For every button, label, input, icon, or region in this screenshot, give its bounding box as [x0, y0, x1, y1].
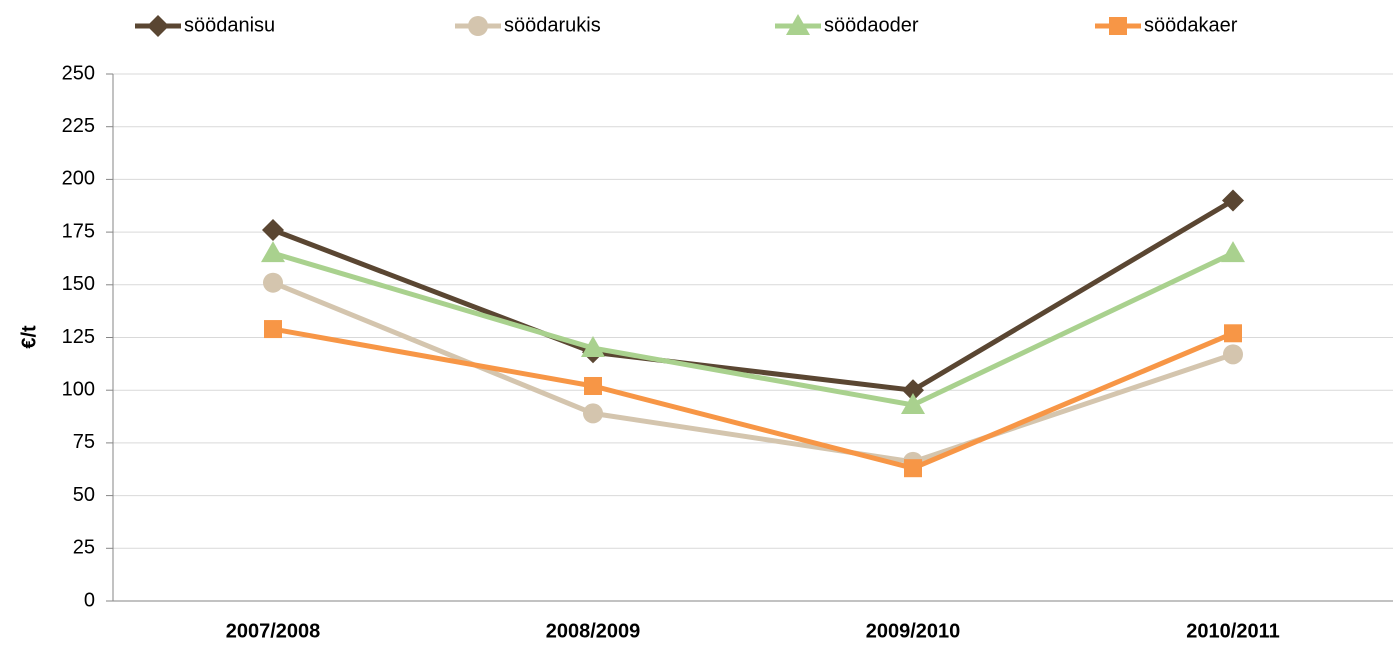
marker	[263, 272, 283, 293]
y-tick-label: 50	[73, 484, 95, 506]
x-tick-label: 2008/2009	[546, 620, 641, 642]
marker	[261, 241, 285, 263]
legend-label: söödaoder	[824, 14, 919, 36]
y-tick-label: 25	[73, 537, 95, 559]
marker	[147, 15, 169, 37]
y-tick-label: 175	[62, 220, 95, 242]
marker	[581, 336, 605, 358]
series-line	[272, 198, 1235, 393]
y-tick-label: 0	[84, 589, 95, 611]
marker	[904, 459, 922, 478]
marker	[264, 320, 282, 339]
y-tick-label: 75	[73, 431, 95, 453]
y-tick-label: 125	[62, 326, 95, 348]
marker	[786, 14, 810, 35]
marker	[583, 403, 603, 424]
legend-label: söödanisu	[184, 14, 275, 36]
x-tick-label: 2009/2010	[866, 620, 961, 642]
marker	[584, 376, 602, 395]
y-tick-label: 225	[62, 115, 95, 137]
legend-label: söödakaer	[1144, 14, 1238, 36]
series-line	[272, 280, 1234, 465]
marker	[1109, 17, 1127, 35]
x-tick-label: 2010/2011	[1186, 620, 1279, 642]
marker	[902, 379, 924, 402]
series-line	[272, 326, 1234, 471]
legend-label: söödarukis	[504, 14, 601, 36]
marker	[1221, 241, 1245, 263]
y-tick-label: 150	[62, 273, 95, 295]
x-tick-label: 2007/2008	[226, 620, 321, 642]
marker	[262, 218, 284, 241]
y-tick-label: 250	[62, 62, 95, 84]
series-line	[272, 250, 1235, 408]
y-tick-label: 100	[62, 378, 95, 400]
marker	[901, 392, 925, 414]
marker	[1222, 189, 1244, 212]
y-tick-label: 200	[62, 168, 95, 190]
marker	[1224, 324, 1242, 343]
marker	[1223, 344, 1243, 365]
y-axis-label: €/t	[18, 325, 40, 349]
marker	[468, 16, 488, 36]
